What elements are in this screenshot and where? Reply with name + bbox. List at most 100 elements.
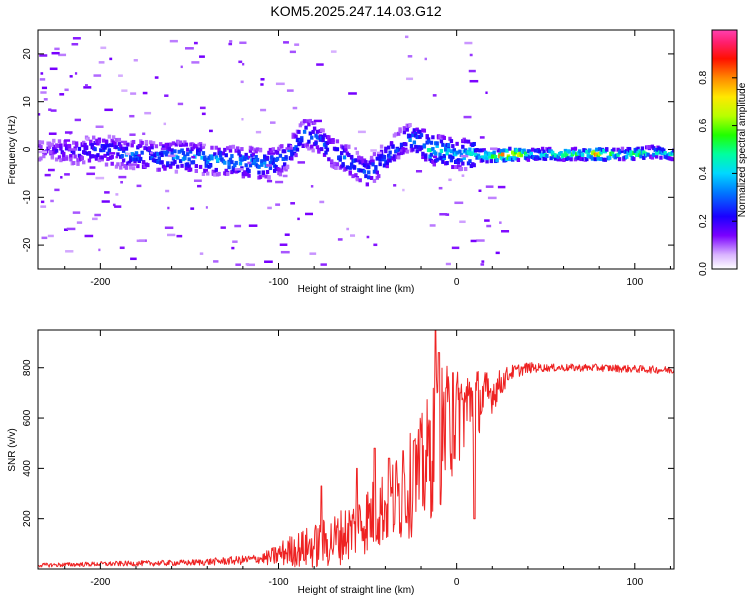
spectrogram-cell [181,142,186,147]
spectrogram-noise-cell [64,131,73,134]
spectrogram-noise-cell [229,40,233,43]
spectrogram-cell [444,147,448,152]
spectrogram-cell [424,154,428,159]
spectrogram-cell [308,131,313,136]
spectrogram-cell [369,175,374,180]
spectrogram-cell [458,149,462,154]
spectrogram-cell [414,144,418,149]
spectrogram-noise-cell [191,61,200,64]
spectrogram-noise-cell [98,248,101,252]
spectrogram-cell [176,155,180,160]
spectrogram-cell [388,155,392,160]
spectrogram-cell [549,156,553,161]
spectrogram-noise-cell [47,234,54,238]
spectrogram-cell [431,159,435,164]
spectrogram-noise-cell [350,234,356,237]
spectrogram-cell [89,139,93,144]
x-tick-label: 0 [454,277,460,288]
spectrogram-noise-cell [49,67,58,71]
spectrogram-noise-cell [479,136,485,139]
spectrogram-noise-cell [149,143,154,147]
spectrogram-cell [354,158,358,163]
spectrogram-cell [254,149,258,154]
spectrogram-cell [204,168,208,173]
spectrogram-cell [421,155,425,160]
spectrogram-cell [367,170,371,175]
spectrogram-cell [463,167,468,172]
spectrogram-cell [114,137,119,142]
spectrogram-cell [401,146,405,151]
x-tick-label: 100 [626,577,643,588]
spectrogram-cell [515,148,519,153]
spectrogram-cell [186,147,190,152]
spectrogram-cell [100,155,104,160]
spectrogram-noise-cell [39,54,48,57]
spectrogram-cell [241,174,246,179]
spectrogram-noise-cell [95,176,105,180]
spectrogram-cell [327,157,331,162]
spectrogram-cell [106,156,110,161]
spectrogram-noise-cell [50,199,54,203]
spectrogram-cell [529,151,533,156]
spectrogram-cell [439,139,444,144]
spectrogram-cell [225,146,230,151]
spectrogram-cell [424,157,428,162]
spectrogram-noise-cell [239,41,247,45]
spectrogram-noise-cell [297,217,300,221]
spectrogram-noise-cell [429,224,436,227]
spectrogram-cell [305,142,310,147]
spectrogram-cell [657,146,662,151]
spectrogram-noise-cell [120,140,128,144]
spectrogram-noise-cell [445,213,450,216]
spectrogram-cell [449,149,454,154]
spectrogram-noise-cell [185,47,194,50]
spectrogram-cell [163,166,167,171]
spectrogram-cell [143,146,147,151]
spectrogram-noise-cell [283,41,289,44]
spectrogram-cell [74,141,79,146]
spectrogram-noise-cell [209,129,213,133]
spectrogram-cell [597,147,602,152]
spectrogram-cell [210,145,214,150]
spectrogram-cell [367,175,371,180]
spectrogram-cell [103,153,107,158]
spectrogram-cell [107,148,112,153]
spectrogram-cell [404,142,408,147]
spectrogram-cell [310,135,314,140]
spectrogram-noise-cell [366,235,370,239]
y-tick-label: 200 [22,510,33,527]
spectrogram-cell [432,162,437,167]
spectrogram-cell [431,135,435,140]
spectrogram-cell [629,150,633,155]
spectrogram-cell [80,143,84,148]
spectrogram-cell [223,160,227,165]
spectrogram-cell [586,151,590,156]
spectrogram-cell [57,139,62,144]
spectrogram-cell [659,155,663,160]
spectrogram-cell [429,152,434,157]
spectrogram-noise-cell [490,147,498,150]
spectrogram-cell [59,158,63,163]
spectrogram-noise-cell [286,89,294,92]
spectrogram-cell [224,168,228,173]
spectrogram-noise-cell [48,108,52,111]
spectrogram-cell [157,156,161,161]
spectrogram-cell [166,163,170,168]
spectrogram-marks [38,35,674,267]
spectrogram-cell [213,152,217,157]
spectrogram-cell [137,158,141,163]
spectrogram-cell [538,156,542,161]
spectrogram-cell [411,133,415,138]
spectrogram-cell [637,149,642,154]
spectrogram-cell [230,160,234,165]
spectrogram-cell [277,146,281,151]
spectrogram-cell [586,154,590,159]
spectrogram-noise-cell [165,189,170,193]
spectrogram-cell [354,173,358,178]
spectrogram-cell [109,143,113,148]
spectrogram-noise-cell [275,82,285,86]
spectrogram-cell [556,154,561,159]
spectrogram-cell [449,139,454,144]
chart-title: KOM5.2025.247.14.03.G12 [270,3,441,19]
spectrogram-cell [69,157,73,162]
